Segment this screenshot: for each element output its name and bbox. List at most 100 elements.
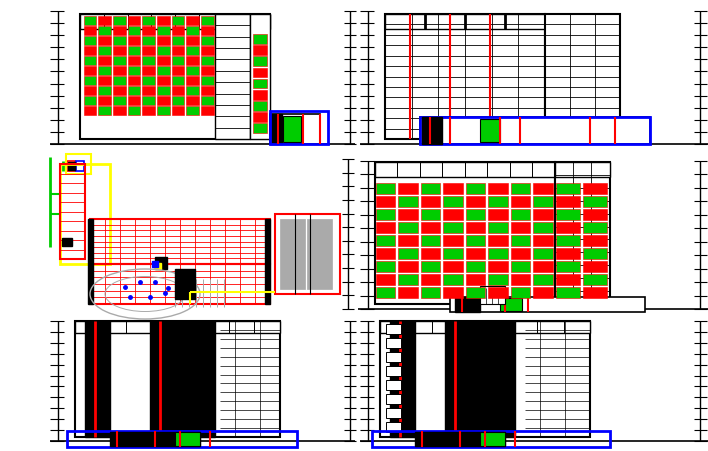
Bar bbox=[88, 220, 93, 304]
Bar bbox=[157, 57, 170, 66]
Bar bbox=[157, 87, 170, 96]
Bar bbox=[534, 287, 553, 299]
Bar bbox=[157, 77, 170, 86]
Bar bbox=[253, 113, 267, 123]
Bar bbox=[80, 15, 270, 30]
Bar bbox=[534, 222, 553, 234]
Bar bbox=[489, 184, 508, 194]
Bar bbox=[489, 274, 508, 285]
Bar bbox=[127, 47, 140, 56]
Bar bbox=[253, 46, 267, 56]
Bar bbox=[583, 287, 607, 299]
Bar bbox=[66, 155, 91, 175]
Bar bbox=[98, 17, 111, 26]
Bar bbox=[511, 222, 530, 234]
Bar bbox=[376, 274, 395, 285]
Bar bbox=[583, 209, 607, 221]
Bar bbox=[489, 235, 508, 246]
Bar bbox=[67, 431, 297, 447]
Bar bbox=[250, 15, 270, 140]
Bar bbox=[127, 67, 140, 76]
Bar bbox=[62, 239, 72, 246]
Bar bbox=[84, 77, 96, 86]
Bar bbox=[420, 118, 650, 145]
Bar bbox=[421, 248, 440, 259]
Bar bbox=[380, 321, 590, 437]
Bar bbox=[98, 77, 111, 86]
Bar bbox=[201, 37, 214, 46]
Bar bbox=[157, 17, 170, 26]
Bar bbox=[113, 37, 126, 46]
Bar bbox=[443, 274, 463, 285]
Bar bbox=[466, 235, 486, 246]
Bar bbox=[171, 37, 184, 46]
Bar bbox=[67, 161, 75, 172]
Bar bbox=[75, 321, 280, 437]
Bar bbox=[422, 118, 442, 145]
Bar bbox=[386, 338, 401, 348]
Bar bbox=[556, 287, 580, 299]
Bar bbox=[84, 27, 96, 36]
Bar bbox=[555, 163, 610, 304]
Bar bbox=[556, 184, 580, 194]
Bar bbox=[186, 77, 199, 86]
Bar bbox=[253, 69, 267, 78]
Bar bbox=[98, 87, 111, 96]
Bar bbox=[98, 37, 111, 46]
Bar bbox=[98, 27, 111, 36]
Bar bbox=[511, 209, 530, 221]
Bar bbox=[201, 57, 214, 66]
Bar bbox=[80, 15, 270, 140]
Bar bbox=[186, 97, 199, 106]
Bar bbox=[385, 15, 545, 30]
Bar bbox=[157, 107, 170, 116]
Bar bbox=[157, 97, 170, 106]
Bar bbox=[421, 209, 440, 221]
Bar bbox=[489, 261, 508, 272]
Bar bbox=[113, 77, 126, 86]
Bar bbox=[201, 17, 214, 26]
Bar bbox=[98, 107, 111, 116]
Bar bbox=[150, 321, 215, 437]
Bar bbox=[142, 57, 155, 66]
Bar bbox=[84, 67, 96, 76]
Bar bbox=[420, 118, 650, 145]
Bar bbox=[421, 274, 440, 285]
Bar bbox=[76, 161, 84, 172]
Bar bbox=[201, 77, 214, 86]
Bar bbox=[157, 27, 170, 36]
Bar bbox=[386, 352, 401, 362]
Bar bbox=[270, 115, 320, 145]
Bar bbox=[75, 321, 280, 333]
Bar bbox=[186, 37, 199, 46]
Bar bbox=[390, 321, 415, 437]
Bar bbox=[186, 47, 199, 56]
Bar bbox=[84, 37, 96, 46]
Bar bbox=[545, 15, 620, 140]
Bar bbox=[171, 77, 184, 86]
Bar bbox=[386, 422, 401, 432]
Bar bbox=[127, 77, 140, 86]
Bar bbox=[113, 47, 126, 56]
Bar bbox=[186, 57, 199, 66]
Bar bbox=[127, 107, 140, 116]
Bar bbox=[155, 263, 161, 269]
Bar bbox=[142, 17, 155, 26]
Bar bbox=[443, 184, 463, 194]
Bar bbox=[142, 37, 155, 46]
Bar bbox=[583, 274, 607, 285]
Bar bbox=[98, 67, 111, 76]
Bar bbox=[84, 47, 96, 56]
Bar bbox=[556, 209, 580, 221]
Bar bbox=[399, 222, 418, 234]
Bar bbox=[534, 235, 553, 246]
Bar bbox=[376, 209, 395, 221]
Bar bbox=[201, 27, 214, 36]
Bar bbox=[480, 432, 505, 446]
Bar bbox=[113, 97, 126, 106]
Bar bbox=[421, 184, 440, 194]
Bar bbox=[489, 248, 508, 259]
Bar bbox=[534, 196, 553, 207]
Bar bbox=[466, 222, 486, 234]
Bar bbox=[466, 248, 486, 259]
